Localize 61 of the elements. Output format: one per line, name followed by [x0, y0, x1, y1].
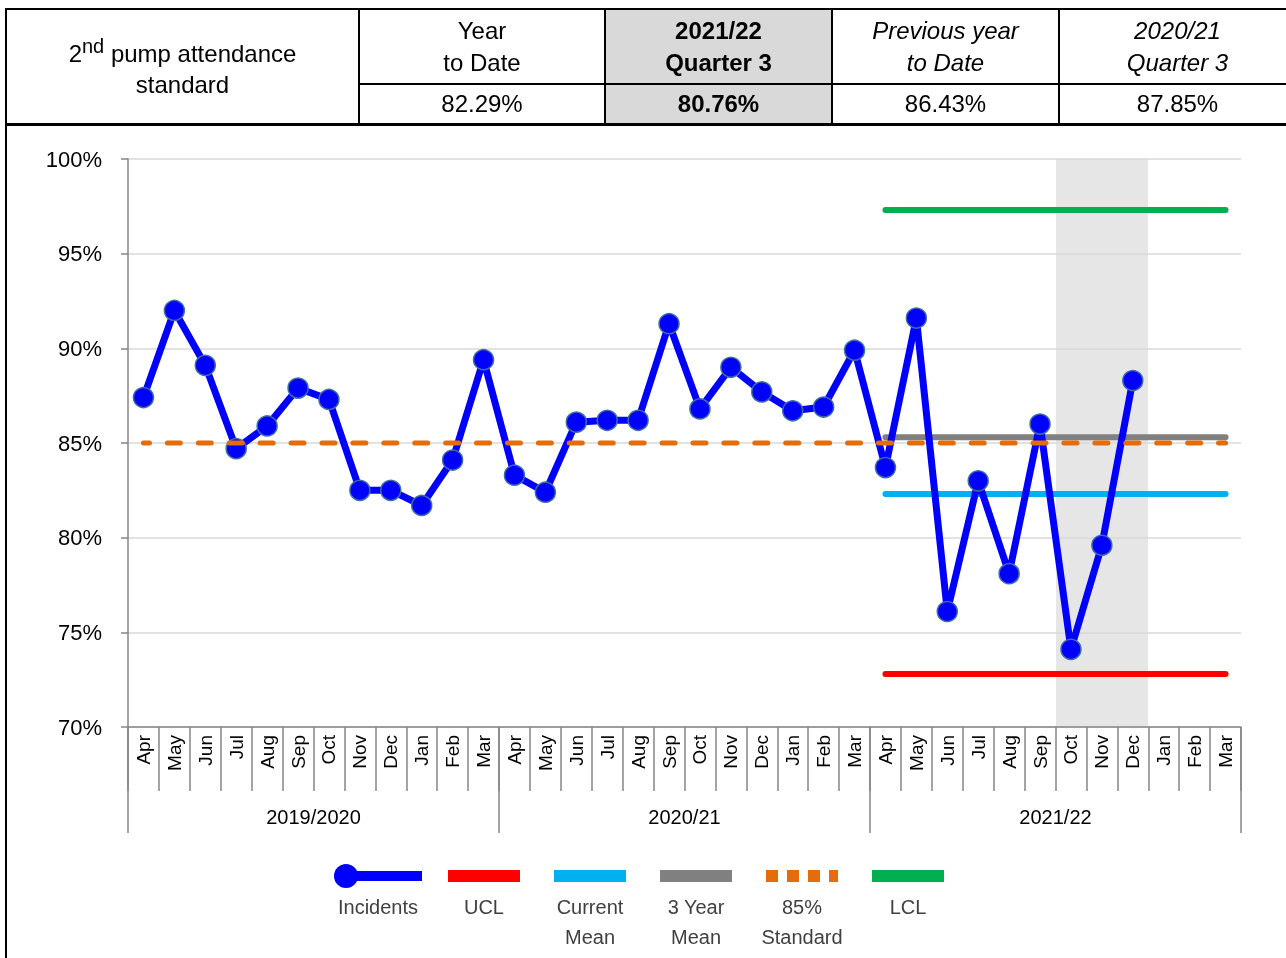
y-tick-label: 85%	[57, 430, 102, 456]
legend-label: Current Mean	[555, 895, 625, 950]
x-tick-label: Dec	[1122, 735, 1144, 769]
x-tick-label: Mar	[1215, 734, 1237, 768]
x-tick-label: Apr	[503, 734, 525, 765]
x-tick-label: Oct	[318, 734, 340, 765]
y-tick-label: 95%	[57, 241, 102, 267]
x-tick-label: Sep	[287, 735, 309, 769]
x-tick-label: Aug	[256, 735, 278, 769]
x-tick-label: May	[163, 734, 185, 771]
text: Previous year to Date	[832, 9, 1059, 84]
legend-label: 3 Year Mean	[666, 895, 726, 950]
x-tick-label: Feb	[1184, 735, 1206, 768]
text: 2021/22	[1019, 806, 1092, 828]
legend-label: UCL	[463, 895, 504, 920]
x-tick-label: Jun	[565, 735, 587, 766]
chart-title: 2$^{nd}$ pump attendance standard	[67, 33, 298, 100]
y-tick-label: 80%	[57, 525, 102, 551]
x-tick-label: Mar	[844, 734, 866, 768]
x-tick-label: May	[905, 734, 927, 771]
x-tick-label: Aug	[998, 735, 1020, 769]
x-tick-label: Oct	[1060, 734, 1082, 765]
x-tick-label: Nov	[349, 734, 371, 769]
y-tick-label: 75%	[57, 619, 102, 645]
x-tick-label: Sep	[658, 735, 680, 769]
text: 2021/22 Quarter 3	[605, 9, 832, 84]
y-tick-label: 90%	[57, 335, 102, 361]
x-tick-label: Jul	[967, 735, 989, 760]
text: 2020/21 Quarter 3	[1059, 9, 1286, 84]
x-tick-label: Feb	[813, 735, 835, 768]
text: 86.43%	[832, 84, 1059, 124]
x-tick-label: Jan	[411, 735, 433, 766]
text: 87.85%	[1059, 84, 1286, 124]
x-tick-label: Dec	[751, 735, 773, 769]
x-tick-label: Jul	[596, 735, 618, 760]
legend-label: Incidents	[337, 895, 419, 920]
x-tick-label: Jun	[936, 735, 958, 766]
legend-label: LCL	[889, 895, 927, 920]
x-tick-label: Jun	[194, 735, 216, 766]
x-tick-label: Mar	[473, 734, 495, 768]
x-tick-label: Dec	[380, 735, 402, 769]
y-tick-label: 100%	[45, 146, 102, 172]
x-tick-label: Oct	[689, 734, 711, 765]
text: 80.76%	[605, 84, 832, 124]
text: 2020/21	[648, 806, 721, 828]
x-tick-label: Nov	[720, 734, 742, 769]
text: 2019/2020	[266, 806, 361, 828]
x-tick-label: Jul	[225, 735, 247, 760]
legend-label: 85% Standard	[760, 895, 844, 950]
x-tick-label: Sep	[1029, 735, 1051, 769]
text: Year to Date	[359, 9, 605, 84]
x-tick-label: Jan	[1153, 735, 1175, 766]
x-tick-label: Feb	[442, 735, 464, 768]
x-tick-label: Aug	[627, 735, 649, 769]
y-tick-label: 70%	[57, 714, 102, 740]
x-tick-label: Apr	[874, 734, 896, 765]
text: 82.29%	[359, 84, 605, 124]
x-tick-label: Nov	[1091, 734, 1113, 769]
x-tick-label: May	[534, 734, 556, 771]
x-tick-label: Jan	[782, 735, 804, 766]
x-tick-label: Apr	[132, 734, 154, 765]
